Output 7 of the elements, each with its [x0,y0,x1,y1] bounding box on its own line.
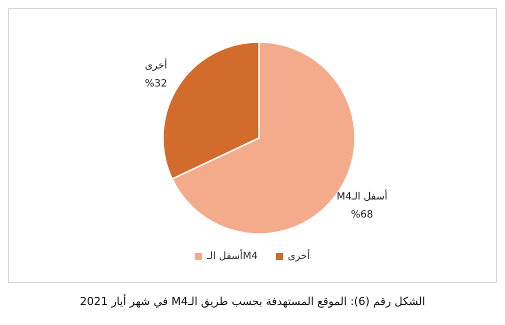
data-label: %68 [350,209,374,220]
legend-label: أسفل الـM4 [206,251,258,262]
slice-label: أخرى [144,58,168,72]
text: الشكل رقم (6): الموقع المستهدفة بحسب طريق الـM4 في شهر أيار 2021 [78,295,426,308]
slice-label: أسفل الـM4 [336,189,388,202]
legend-label: أخرى [288,251,310,262]
data-label: %32 [144,78,168,90]
